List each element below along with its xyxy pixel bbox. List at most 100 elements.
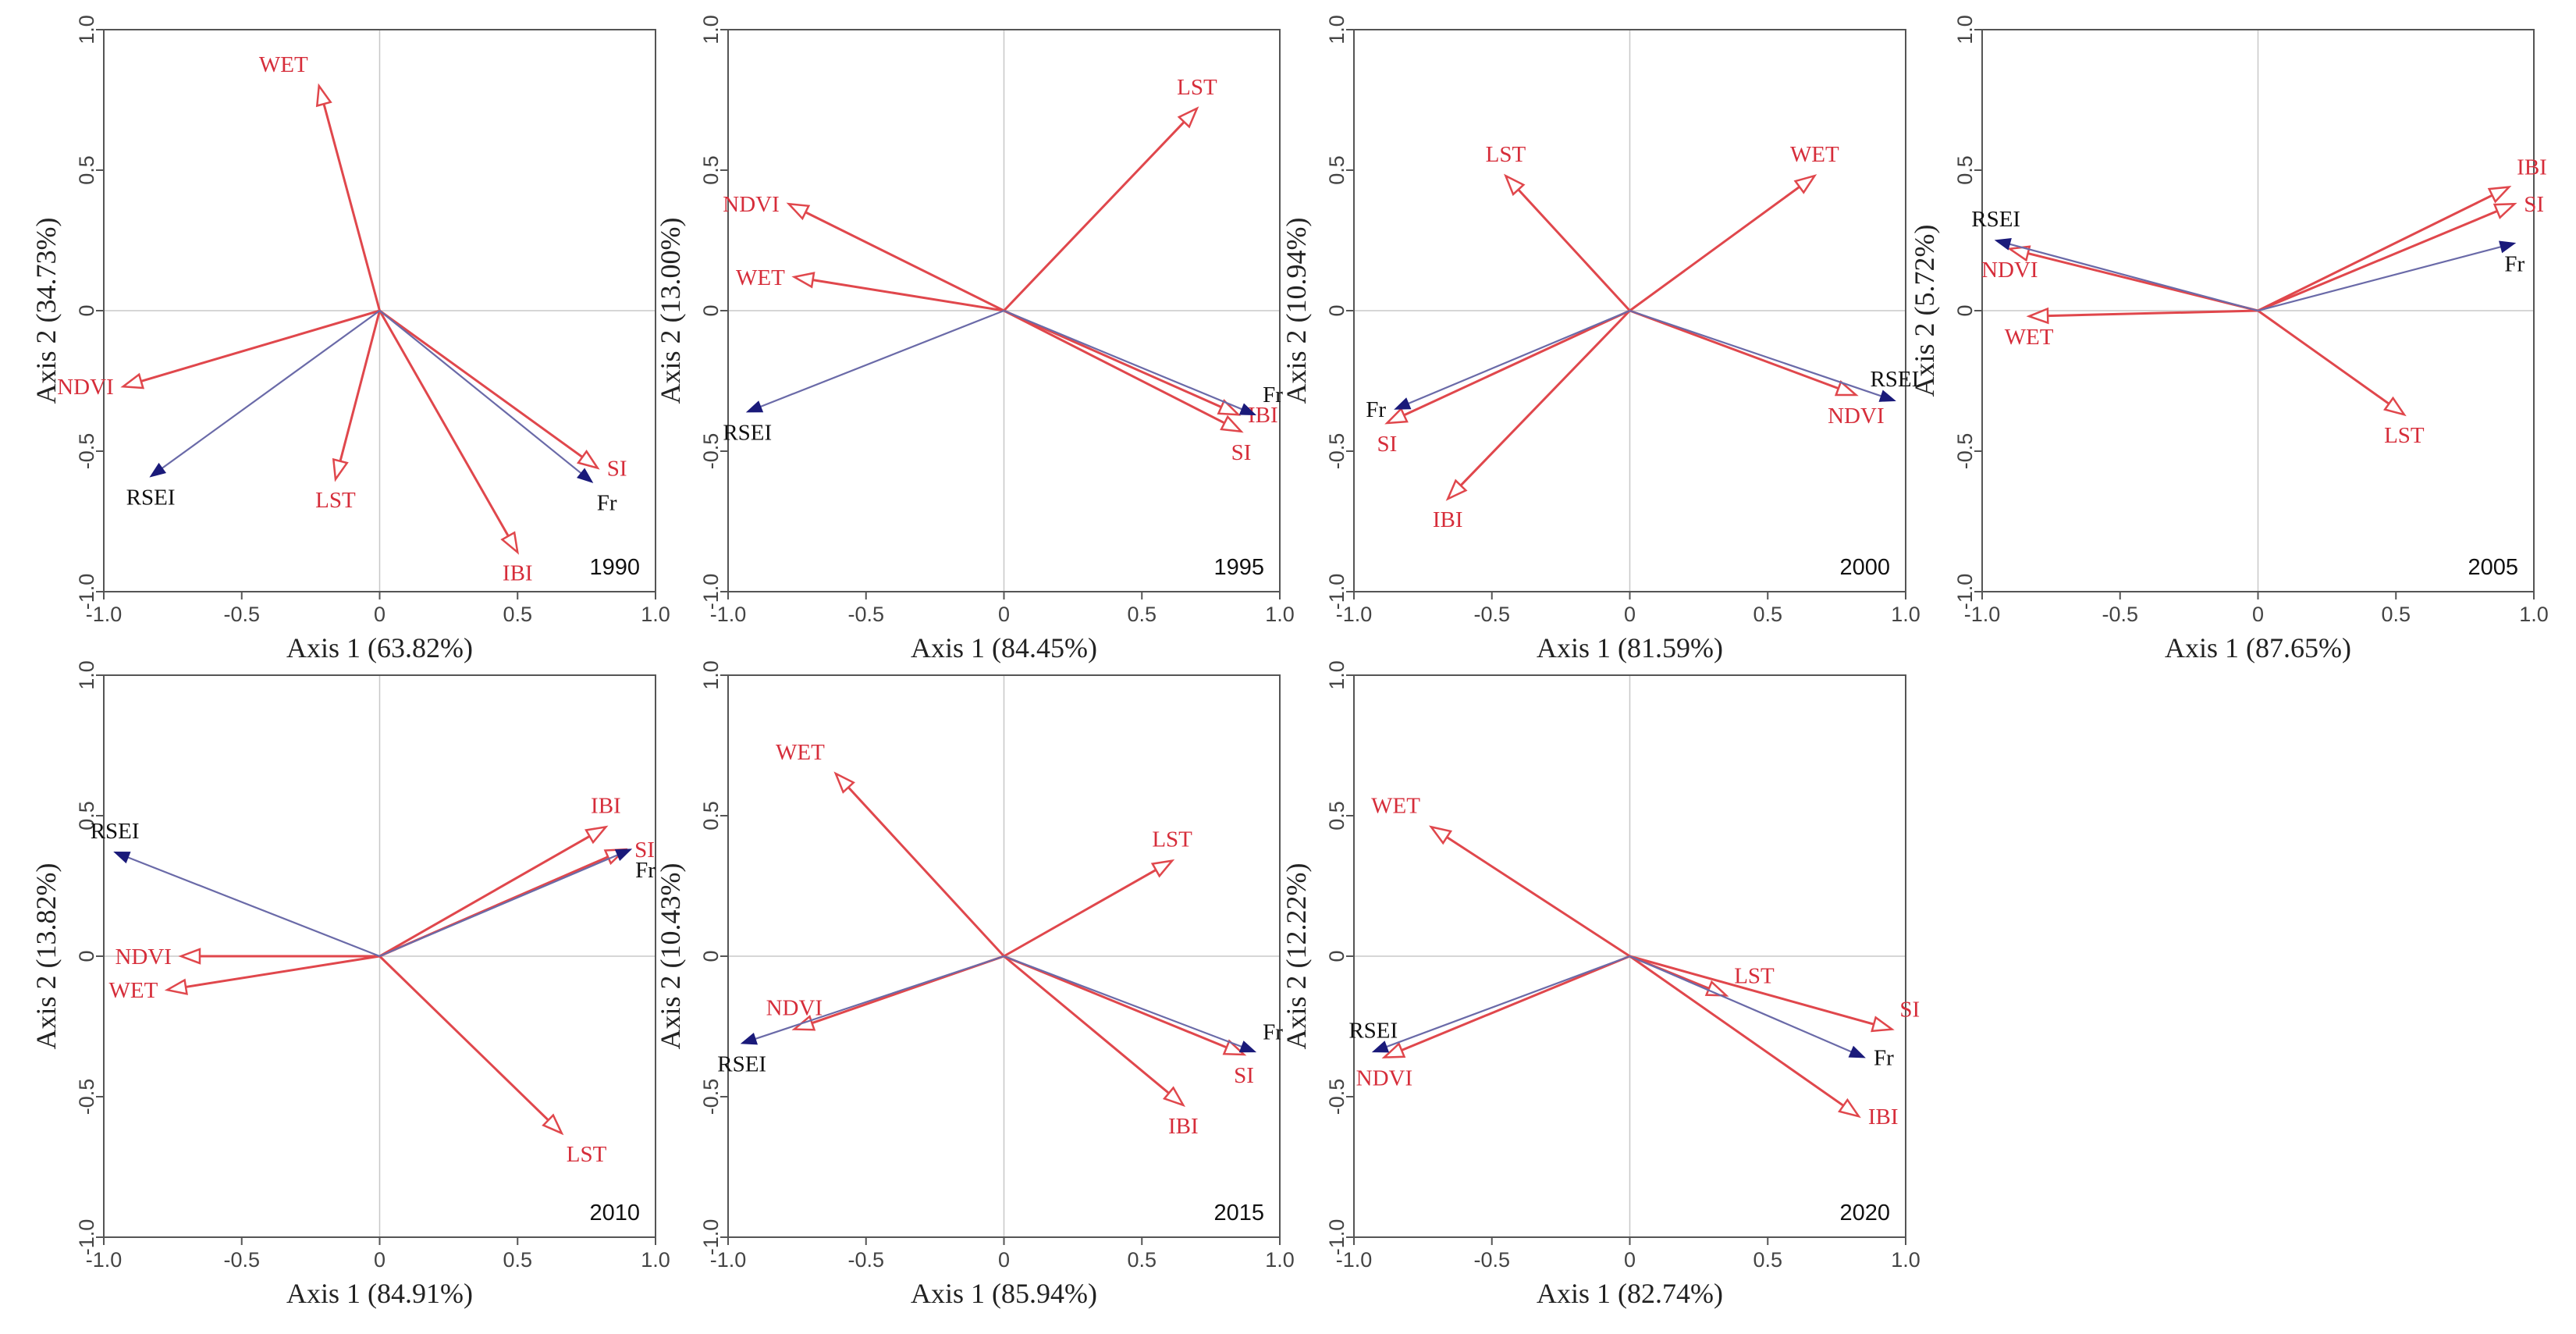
- vector-label-si: SI: [1234, 1063, 1254, 1088]
- biplot-panel-2015: -1.0-1.0 -0.5 -0.5 0 0 0.5 0.5 1.0 1.0 Axis 1 (85…: [655, 660, 1295, 1309]
- arrowhead-rsei: [745, 400, 764, 413]
- y-tick-label: -0.5: [699, 1079, 723, 1115]
- y-tick-label: 0: [75, 304, 98, 316]
- x-tick-label: 0.5: [1753, 603, 1782, 626]
- vector-line-lst: [339, 310, 381, 462]
- x-tick-label: 0.5: [1753, 1248, 1782, 1272]
- vector-wet: WET: [108, 955, 380, 1003]
- vector-line-fr: [1629, 955, 1852, 1053]
- vector-label-fr: Fr: [635, 858, 656, 883]
- x-tick-label: -0.5: [223, 1248, 260, 1272]
- vector-line-ndvi: [140, 309, 380, 382]
- vector-line-wet: [847, 786, 1005, 958]
- vector-label-rsei: RSEI: [1971, 207, 2020, 232]
- vector-fr: Fr: [1629, 955, 1894, 1071]
- x-tick-label: 0: [998, 1248, 1010, 1272]
- y-tick-label: -1.0: [75, 1219, 98, 1256]
- arrowhead-lst: [1150, 859, 1175, 878]
- vector-ndvi: NDVI: [1981, 245, 2258, 312]
- vector-label-rsei: RSEI: [717, 1052, 766, 1077]
- vector-line-ibi: [2257, 194, 2493, 312]
- arrowhead-ibi: [1838, 1097, 1861, 1119]
- vector-label-fr: Fr: [2504, 252, 2524, 277]
- y-tick-label: 1.0: [1325, 15, 1348, 44]
- vector-si: SI: [378, 309, 627, 482]
- vector-label-ndvi: NDVI: [1828, 404, 1885, 429]
- vector-line-rsei: [755, 955, 1004, 1040]
- vector-fr: Fr: [1366, 309, 1630, 422]
- arrowhead-lst: [332, 457, 349, 482]
- x-axis-title: Axis 1 (85.94%): [911, 1278, 1097, 1309]
- vector-label-lst: LST: [1152, 827, 1192, 852]
- y-tick-label: -0.5: [699, 433, 723, 470]
- arrowhead-ndvi: [120, 372, 145, 390]
- vector-label-wet: WET: [259, 52, 308, 77]
- x-tick-label: -0.5: [223, 603, 260, 626]
- vector-fr: Fr: [378, 310, 617, 516]
- y-tick-label: -0.5: [1325, 1079, 1348, 1115]
- vector-line-ibi: [378, 835, 591, 958]
- arrowhead-rsei: [1994, 238, 2012, 251]
- y-tick-label: -0.5: [75, 1079, 98, 1115]
- vector-line-ndvi: [805, 211, 1005, 312]
- vector-line-fr: [379, 854, 619, 958]
- x-tick-label: -1.0: [86, 1248, 123, 1272]
- vector-line-ndvi: [1401, 955, 1631, 1051]
- vector-ibi: IBI: [1433, 309, 1631, 532]
- x-tick-label: 1.0: [641, 603, 670, 626]
- vector-wet: WET: [1371, 793, 1631, 958]
- x-axis-title: Axis 1 (84.45%): [911, 632, 1097, 663]
- x-tick-label: 1.0: [1265, 603, 1295, 626]
- x-tick-label: 1.0: [1891, 1248, 1920, 1272]
- arrowhead-ndvi: [1381, 1041, 1406, 1058]
- vector-si: SI: [1629, 955, 1920, 1033]
- y-tick-label: -1.0: [1325, 1219, 1348, 1256]
- biplot-panel-1995: -1.0-1.0 -0.5 -0.5 0 0 0.5 0.5 1.0 1.0 Axis 1 (84…: [655, 15, 1295, 663]
- vector-line-si: [2257, 210, 2498, 312]
- vector-line-rsei: [162, 310, 381, 469]
- y-tick-label: 1.0: [1953, 15, 1977, 44]
- vector-label-lst: LST: [2384, 423, 2425, 448]
- y-axis-title: Axis 2 (10.43%): [655, 863, 686, 1050]
- vector-line-ibi: [378, 310, 510, 537]
- arrowhead-rsei: [1878, 390, 1896, 402]
- vector-rsei: RSEI: [1348, 955, 1630, 1053]
- arrowhead-fr: [2499, 240, 2517, 254]
- arrowhead-wet: [1428, 825, 1453, 845]
- arrowhead-wet: [2026, 307, 2049, 325]
- vector-label-rsei: RSEI: [723, 421, 772, 446]
- vector-line-wet: [322, 103, 381, 311]
- vector-line-wet: [2048, 309, 2258, 318]
- year-label: 2010: [589, 1201, 640, 1226]
- arrowhead-ibi: [1217, 399, 1242, 416]
- y-tick-label: 0: [1953, 304, 1977, 316]
- vector-label-rsei: RSEI: [126, 485, 176, 510]
- x-tick-label: 0: [2252, 603, 2264, 626]
- y-tick-label: 0: [1325, 304, 1348, 316]
- arrowhead-ibi: [584, 825, 609, 845]
- x-tick-label: 0: [374, 603, 386, 626]
- y-tick-label: -1.0: [699, 1219, 723, 1256]
- y-tick-label: -0.5: [1953, 433, 1977, 470]
- vector-ndvi: NDVI: [57, 309, 380, 400]
- vector-label-si: SI: [634, 838, 655, 863]
- vector-line-fr: [1004, 955, 1242, 1048]
- y-tick-label: 0: [75, 950, 98, 962]
- vector-label-si: SI: [1231, 440, 1252, 465]
- vector-label-lst: LST: [1486, 142, 1526, 167]
- vector-label-fr: Fr: [1263, 382, 1283, 407]
- vector-lst: LST: [2257, 309, 2425, 448]
- vector-label-ibi: IBI: [1433, 507, 1463, 532]
- y-tick-label: 1.0: [75, 660, 98, 690]
- vector-fr: Fr: [2258, 240, 2524, 312]
- x-tick-label: -1.0: [1964, 603, 2001, 626]
- x-tick-label: -1.0: [86, 603, 123, 626]
- vector-label-fr: Fr: [597, 491, 617, 516]
- vector-rsei: RSEI: [91, 819, 380, 958]
- year-label: 2005: [2468, 555, 2518, 580]
- vector-label-lst: LST: [315, 488, 356, 513]
- y-axis-title: Axis 2 (5.72%): [1909, 225, 1940, 397]
- arrowhead-si: [576, 450, 600, 470]
- arrowhead-rsei: [149, 462, 167, 478]
